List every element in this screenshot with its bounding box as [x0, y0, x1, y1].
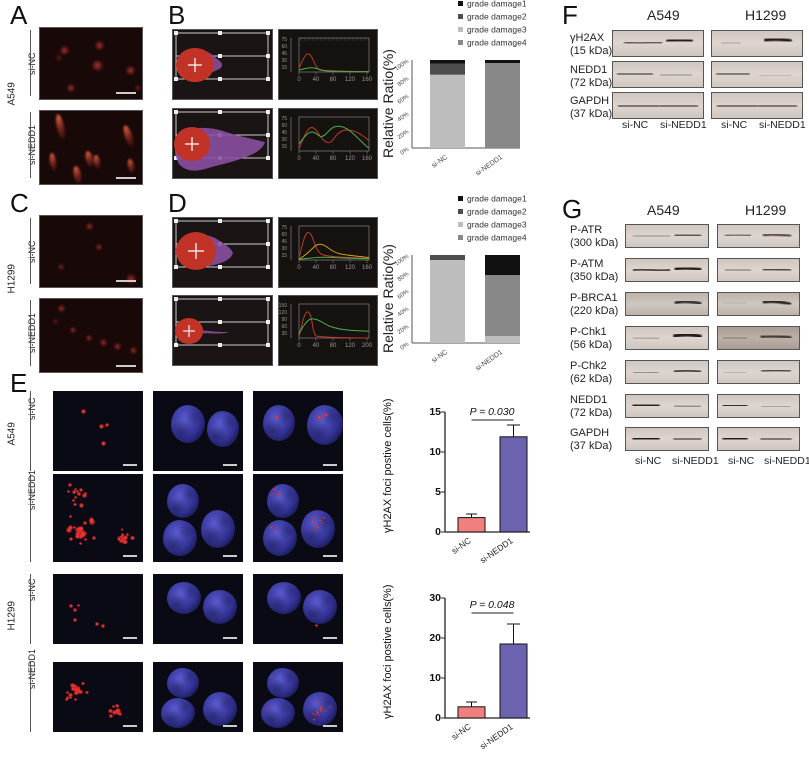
svg-text:si-NC: si-NC — [450, 535, 473, 555]
svg-text:75: 75 — [281, 37, 287, 43]
svg-text:5: 5 — [435, 486, 441, 498]
svg-text:160: 160 — [362, 77, 373, 83]
svg-text:30: 30 — [281, 137, 287, 143]
svg-text:100%: 100% — [394, 58, 411, 72]
svg-text:0: 0 — [297, 77, 301, 83]
svg-text:40: 40 — [313, 77, 320, 83]
svg-text:40%: 40% — [397, 306, 411, 318]
svg-text:20%: 20% — [397, 324, 411, 336]
svg-text:0: 0 — [297, 343, 301, 349]
svg-text:120: 120 — [345, 77, 356, 83]
svg-text:45: 45 — [281, 51, 287, 57]
svg-text:40%: 40% — [397, 111, 411, 123]
svg-text:40: 40 — [313, 156, 320, 162]
svg-text:10: 10 — [429, 446, 441, 458]
svg-text:120: 120 — [345, 343, 356, 349]
svg-text:75: 75 — [281, 116, 287, 122]
svg-text:si-NC: si-NC — [431, 349, 449, 365]
svg-text:si-NEDD1: si-NEDD1 — [478, 721, 515, 751]
svg-text:grade damage1: grade damage1 — [467, 195, 527, 204]
svg-text:0%: 0% — [400, 341, 411, 351]
svg-text:P = 0.030: P = 0.030 — [470, 406, 515, 418]
svg-text:30: 30 — [281, 58, 287, 64]
svg-text:120: 120 — [345, 156, 356, 162]
svg-text:40: 40 — [313, 343, 320, 349]
svg-text:75: 75 — [281, 225, 287, 231]
svg-text:si-NC: si-NC — [431, 154, 449, 170]
svg-text:si-NC: si-NC — [450, 721, 473, 741]
svg-text:grade damage1: grade damage1 — [467, 0, 527, 9]
svg-text:120: 120 — [279, 310, 287, 316]
svg-text:80: 80 — [330, 156, 337, 162]
svg-text:15: 15 — [281, 144, 287, 150]
svg-text:0: 0 — [297, 265, 301, 271]
svg-text:160: 160 — [362, 265, 373, 271]
svg-text:0: 0 — [297, 156, 301, 162]
svg-text:grade damage2: grade damage2 — [467, 12, 527, 22]
svg-text:40: 40 — [313, 265, 320, 271]
svg-text:80%: 80% — [397, 76, 411, 88]
svg-text:grade damage4: grade damage4 — [467, 233, 527, 243]
svg-text:30: 30 — [429, 592, 441, 604]
svg-text:60%: 60% — [397, 289, 411, 301]
svg-text:80: 80 — [330, 77, 337, 83]
svg-text:45: 45 — [281, 239, 287, 245]
svg-text:si-NEDD1: si-NEDD1 — [475, 154, 505, 178]
svg-text:15: 15 — [281, 65, 287, 71]
svg-text:grade damage4: grade damage4 — [467, 38, 527, 48]
svg-text:200: 200 — [362, 343, 373, 349]
svg-text:10: 10 — [429, 672, 441, 684]
svg-text:60: 60 — [281, 44, 287, 50]
svg-text:si-NEDD1: si-NEDD1 — [475, 349, 505, 373]
svg-text:15: 15 — [281, 253, 287, 259]
svg-text:80%: 80% — [397, 271, 411, 283]
svg-text:60: 60 — [281, 123, 287, 129]
svg-text:grade damage3: grade damage3 — [467, 220, 527, 230]
svg-text:60: 60 — [281, 232, 287, 238]
svg-text:30: 30 — [281, 246, 287, 252]
svg-text:80: 80 — [330, 343, 337, 349]
svg-text:grade damage3: grade damage3 — [467, 25, 527, 35]
svg-text:80: 80 — [330, 265, 337, 271]
svg-text:60: 60 — [281, 324, 287, 330]
svg-text:P = 0.048: P = 0.048 — [470, 599, 515, 611]
svg-text:100%: 100% — [394, 253, 411, 267]
svg-text:120: 120 — [345, 265, 356, 271]
svg-text:150: 150 — [279, 303, 287, 309]
svg-text:0%: 0% — [400, 146, 411, 156]
svg-text:grade damage2: grade damage2 — [467, 207, 527, 217]
svg-text:60%: 60% — [397, 94, 411, 106]
svg-text:0: 0 — [435, 712, 441, 724]
svg-text:20: 20 — [429, 632, 441, 644]
svg-text:160: 160 — [362, 156, 373, 162]
svg-text:45: 45 — [281, 130, 287, 136]
svg-text:15: 15 — [429, 406, 441, 418]
svg-text:0: 0 — [435, 526, 441, 538]
svg-text:20%: 20% — [397, 129, 411, 141]
svg-text:30: 30 — [281, 331, 287, 337]
svg-text:si-NEDD1: si-NEDD1 — [478, 535, 515, 565]
svg-text:90: 90 — [281, 317, 287, 323]
